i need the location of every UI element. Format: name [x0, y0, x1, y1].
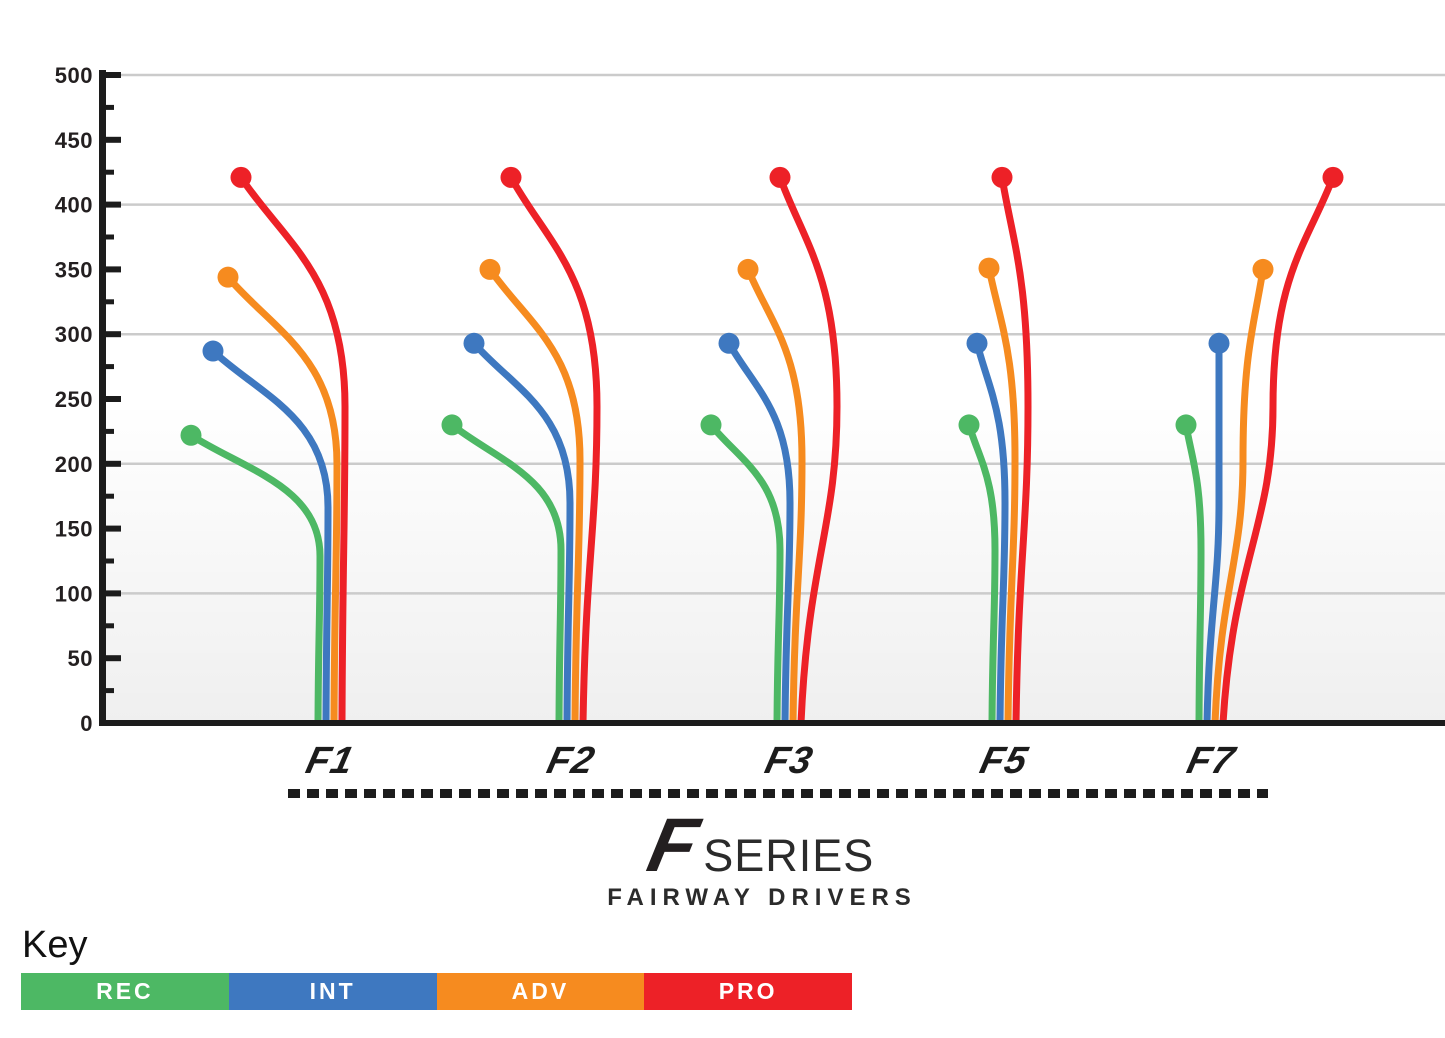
flight-endpoint-F1-REC [180, 424, 202, 446]
y-tick-label-250: 250 [55, 387, 93, 412]
key-heading: Key [22, 924, 88, 966]
y-tick-label-100: 100 [55, 581, 93, 606]
key-entry-adv: ADV [436, 973, 645, 1010]
flight-path-F7-INT [1203, 343, 1223, 724]
major-tick-100 [105, 590, 121, 597]
flight-endpoint-F5-INT [966, 332, 988, 354]
y-tick-label-50: 50 [68, 646, 93, 671]
flight-path-F7-ADV [1211, 268, 1267, 724]
flight-chart-plot: 0 50 100 150 200 250 300 350 400 450 500 [55, 63, 1445, 736]
flight-endpoint-F7-ADV [1252, 258, 1274, 280]
flight-endpoint-F1-ADV [217, 266, 239, 288]
flight-endpoint-F5-PRO [991, 166, 1013, 188]
flight-endpoint-F2-ADV [479, 258, 501, 280]
major-tick-200 [105, 460, 121, 467]
flight-endpoint-F1-PRO [230, 166, 252, 188]
key-entry-int: INT [228, 973, 437, 1010]
flight-path-F3-REC [708, 422, 784, 724]
minor-tick-425 [105, 169, 114, 175]
flight-path-F1-REC [189, 432, 324, 724]
minor-tick-75 [105, 623, 114, 629]
flight-path-F2-INT [471, 340, 574, 724]
flight-path-F3-ADV [744, 268, 806, 724]
flight-path-F1-PRO [238, 175, 349, 724]
flight-path-F3-INT [725, 341, 794, 724]
flight-path-F2-REC [449, 422, 565, 724]
disc-label-f1: F1 [302, 740, 359, 782]
flight-endpoint-F3-ADV [737, 258, 759, 280]
minor-tick-25 [105, 688, 114, 694]
flight-endpoint-F5-ADV [978, 257, 1000, 279]
y-tick-label-200: 200 [55, 452, 93, 477]
key-entry-pro: PRO [644, 973, 852, 1010]
series-title-word: SERIES [703, 830, 875, 881]
disc-label-f3: F3 [761, 740, 818, 782]
flight-endpoint-F7-PRO [1322, 166, 1344, 188]
flight-endpoint-F3-REC [700, 414, 722, 436]
flight-endpoint-F1-INT [202, 340, 224, 362]
minor-tick-375 [105, 234, 114, 240]
flight-endpoint-F2-REC [441, 414, 463, 436]
minor-tick-175 [105, 493, 114, 499]
flight-path-F7-REC [1182, 424, 1205, 724]
y-axis-line [99, 70, 106, 726]
major-tick-400 [105, 201, 121, 208]
y-tick-label-0: 0 [80, 711, 93, 736]
disc-label-f2: F2 [543, 740, 600, 782]
series-title-f: F [640, 803, 706, 888]
flight-path-F3-PRO [776, 176, 841, 724]
series-title: F SERIES [641, 803, 875, 888]
y-tick-label-300: 300 [55, 322, 93, 347]
flight-path-F5-PRO [998, 176, 1032, 724]
major-tick-150 [105, 525, 121, 532]
y-tick-label-400: 400 [55, 193, 93, 218]
flight-path-F5-INT [973, 342, 1009, 724]
flight-path-F7-PRO [1219, 176, 1337, 724]
dashed-separator [288, 789, 1268, 798]
flight-endpoint-F2-INT [463, 332, 485, 354]
flight-endpoint-F3-INT [718, 332, 740, 354]
flight-endpoint-F3-PRO [769, 166, 791, 188]
flight-path-F5-REC [965, 423, 999, 724]
flight-path-F2-PRO [507, 175, 601, 724]
major-tick-50 [105, 655, 121, 662]
flight-path-F1-ADV [225, 274, 341, 724]
x-axis-line [99, 720, 1445, 726]
flight-endpoint-F7-REC [1175, 414, 1197, 436]
major-tick-250 [105, 396, 121, 402]
disc-label-f7: F7 [1183, 740, 1240, 782]
flight-path-F2-ADV [487, 267, 584, 724]
flight-path-F5-ADV [985, 267, 1019, 724]
major-tick-450 [105, 136, 121, 143]
series-subtitle: FAIRWAY DRIVERS [607, 884, 917, 911]
minor-tick-275 [105, 364, 114, 370]
flight-path-F1-INT [210, 348, 332, 724]
y-tick-label-150: 150 [55, 517, 93, 542]
flight-endpoint-F7-INT [1208, 332, 1230, 354]
minor-tick-125 [105, 558, 114, 564]
minor-tick-325 [105, 299, 114, 305]
minor-tick-475 [105, 104, 114, 110]
y-tick-label-350: 350 [55, 257, 93, 282]
flight-endpoint-F5-REC [958, 414, 980, 436]
key-entry-rec: REC [21, 973, 229, 1010]
major-tick-500 [105, 72, 121, 78]
key-bar: REC INT ADV PRO [21, 973, 852, 1010]
flight-endpoint-F2-PRO [500, 166, 522, 188]
minor-tick-225 [105, 428, 114, 434]
major-tick-350 [105, 266, 121, 273]
y-tick-label-450: 450 [55, 128, 93, 153]
disc-label-f5: F5 [976, 740, 1033, 782]
major-tick-300 [105, 331, 121, 338]
y-tick-label-500: 500 [55, 63, 93, 88]
